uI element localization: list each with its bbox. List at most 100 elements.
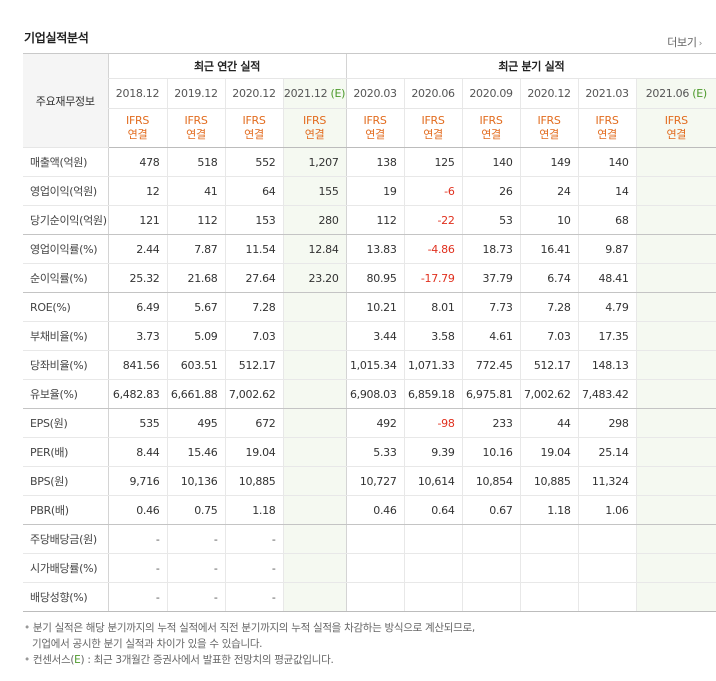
- table-cell: [345, 524, 405, 554]
- consol-label: 연결: [244, 128, 264, 141]
- table-cell: 48.41: [577, 263, 637, 293]
- table-cell: -22: [403, 205, 463, 235]
- group-annual: 최근 연간 실적: [107, 53, 347, 79]
- ifrs-label: IFRS: [537, 114, 561, 127]
- footnote-1: • 분기 실적은 해당 분기까지의 누적 실적에서 직전 분기까지의 누적 실적을…: [24, 622, 475, 634]
- table-cell: 0.64: [403, 495, 463, 525]
- table-cell: [282, 292, 347, 322]
- period-header: 2020.09: [461, 78, 521, 109]
- period-header: 2018.12: [107, 78, 167, 109]
- row-label: BPS(원): [23, 466, 108, 496]
- table-cell: 12: [107, 176, 167, 206]
- table-cell: 1.06: [577, 495, 637, 525]
- table-cell: 7.28: [224, 292, 283, 322]
- table-cell: 7.87: [166, 234, 225, 264]
- table-cell: 17.35: [577, 321, 637, 351]
- table-cell: [282, 321, 347, 351]
- ifrs-header: IFRS 연결: [635, 108, 716, 148]
- row-label: ROE(%): [23, 292, 108, 322]
- row-label: 주당배당금(원): [23, 524, 108, 554]
- table-cell: 68: [577, 205, 637, 235]
- table-cell: [635, 263, 716, 293]
- table-cell: 37.79: [461, 263, 521, 293]
- consol-label: 연결: [597, 128, 617, 141]
- table-cell: 10,727: [345, 466, 405, 496]
- row-label: PBR(배): [23, 495, 108, 525]
- period-header: 2021.12 (E): [282, 78, 347, 109]
- period-label: 2020.03: [353, 87, 397, 100]
- ifrs-label: IFRS: [595, 114, 619, 127]
- table-cell: [282, 350, 347, 380]
- footnote-1-cont: 기업에서 공시한 분기 실적과 차이가 있을 수 있습니다.: [32, 638, 263, 650]
- table-cell: -: [107, 553, 167, 583]
- table-cell: 8.44: [107, 437, 167, 467]
- estimate-mark: (E): [689, 87, 707, 100]
- table-cell: 2.44: [107, 234, 167, 264]
- footnotes: • 분기 실적은 해당 분기까지의 누적 실적에서 직전 분기까지의 누적 실적을…: [24, 620, 475, 668]
- table-cell: 7,483.42: [577, 379, 637, 409]
- period-label: 2021.03: [585, 87, 629, 100]
- table-cell: 13.83: [345, 234, 405, 264]
- consol-label: 연결: [666, 128, 687, 141]
- consol-label: 연결: [539, 128, 559, 141]
- table-cell: [635, 350, 716, 380]
- ifrs-label: IFRS: [303, 114, 327, 127]
- row-label: EPS(원): [23, 408, 108, 438]
- table-cell: 138: [345, 147, 405, 177]
- table-cell: [461, 553, 521, 583]
- table-cell: 19.04: [519, 437, 579, 467]
- table-cell: 112: [166, 205, 225, 235]
- period-label: 2020.09: [469, 87, 513, 100]
- row-label: PER(배): [23, 437, 108, 467]
- row-label: 시가배당률(%): [23, 553, 108, 583]
- table-cell: 772.45: [461, 350, 521, 380]
- table-cell: [282, 582, 347, 612]
- table-row: 부채비율(%) 3.73 5.09 7.03 3.44 3.58 4.61 7.03 17.35: [23, 321, 716, 351]
- table-cell: [345, 553, 405, 583]
- table-cell: 21.68: [166, 263, 225, 293]
- table-row: 주당배당금(원) - - -: [23, 524, 716, 554]
- table-cell: 10,854: [461, 466, 521, 496]
- table-cell: [519, 524, 579, 554]
- table-cell: [403, 524, 463, 554]
- table-cell: [635, 437, 716, 467]
- table-cell: [635, 495, 716, 525]
- ifrs-header: IFRS 연결: [403, 108, 463, 148]
- consol-label: 연결: [365, 128, 385, 141]
- table-cell: 478: [107, 147, 167, 177]
- more-label[interactable]: 더보기: [667, 36, 697, 49]
- table-cell: 6.49: [107, 292, 167, 322]
- table-cell: -6: [403, 176, 463, 206]
- table-cell: 53: [461, 205, 521, 235]
- table-cell: 518: [166, 147, 225, 177]
- table-cell: 6,482.83: [107, 379, 167, 409]
- table-cell: 1,071.33: [403, 350, 463, 380]
- table-cell: 0.67: [461, 495, 521, 525]
- table-cell: 512.17: [519, 350, 579, 380]
- table-cell: -: [224, 582, 283, 612]
- table-row: 유보율(%) 6,482.83 6,661.88 7,002.62 6,908.03 6,…: [23, 379, 716, 409]
- table-cell: 12.84: [282, 234, 347, 264]
- table-cell: 6,661.88: [166, 379, 225, 409]
- table-cell: 0.46: [345, 495, 405, 525]
- ifrs-header: IFRS 연결: [345, 108, 405, 148]
- table-cell: [403, 553, 463, 583]
- table-cell: 149: [519, 147, 579, 177]
- table-cell: 0.46: [107, 495, 167, 525]
- ifrs-header: IFRS 연결: [577, 108, 637, 148]
- table-cell: 44: [519, 408, 579, 438]
- table-cell: 1.18: [224, 495, 283, 525]
- period-header: 2020.12: [519, 78, 579, 109]
- table-cell: -: [224, 524, 283, 554]
- table-cell: 112: [345, 205, 405, 235]
- chevron-right-icon: ›: [698, 39, 703, 49]
- table-cell: [577, 524, 637, 554]
- row-label: 순이익률(%): [23, 263, 108, 293]
- table-cell: 16.41: [519, 234, 579, 264]
- more-link[interactable]: 더보기 ›: [667, 34, 702, 50]
- table-row: 매출액(억원) 478 518 552 1,207 138 125 140 149 140: [23, 147, 716, 177]
- table-row: ROE(%) 6.49 5.67 7.28 10.21 8.01 7.73 7.28 4.79: [23, 292, 716, 322]
- table-cell: 121: [107, 205, 167, 235]
- table-cell: 23.20: [282, 263, 347, 293]
- footnote-2: • 컨센서스(E) : 최근 3개월간 증권사에서 발표한 전망치의 평균값입니다…: [24, 654, 334, 666]
